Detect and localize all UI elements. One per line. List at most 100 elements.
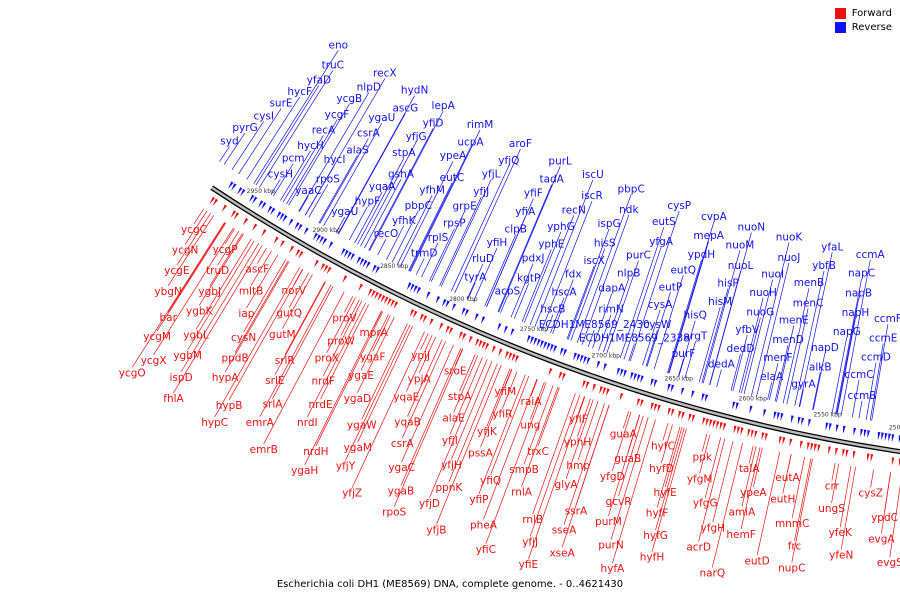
forward-gene-mark (367, 288, 373, 297)
gene-spoke (308, 184, 329, 218)
gene-label: yfiD (423, 117, 444, 129)
scale-tick-label: 2750 kbp (520, 326, 548, 333)
forward-gene-mark (377, 293, 383, 302)
forward-gene-mark (754, 430, 758, 439)
gene-spoke (704, 437, 722, 498)
gene-label: ung (520, 419, 540, 431)
gene-label: hyfF (646, 507, 669, 519)
gene-label: napH (842, 307, 870, 319)
gene-spoke (408, 182, 453, 271)
gene-spoke (420, 333, 429, 350)
reverse-gene-mark (735, 402, 739, 411)
gene-label: srlA (263, 399, 284, 411)
gene-spoke (865, 362, 877, 420)
gene-label: cysN (231, 332, 256, 344)
gene-label: dapA (598, 283, 626, 295)
gene-spoke (483, 379, 538, 520)
reverse-gene-mark (526, 335, 531, 344)
gene-label: ppdB (221, 353, 248, 365)
scale-tick-label: 2500 kbp (889, 425, 900, 432)
gene-label: yfgH (701, 522, 725, 534)
gene-label: yqaE (393, 392, 419, 404)
gene-label: raiA (521, 396, 543, 408)
reverse-gene-mark (480, 316, 486, 325)
gene-spoke (831, 336, 848, 414)
gene-label: cvpA (701, 211, 728, 223)
gene-label: ygaH (291, 465, 318, 477)
forward-gene-mark (723, 422, 727, 432)
gene-label: ccmE (869, 333, 897, 345)
reverse-gene-mark (539, 340, 545, 349)
reverse-gene-mark (573, 352, 578, 361)
gene-label: ycgB (336, 93, 362, 105)
forward-gene-mark (514, 355, 520, 364)
forward-gene-mark (653, 403, 658, 412)
gene-labels: sydpyrGcysIsurEhycFyfaDtruCenocysHpcmhyc… (119, 39, 900, 579)
gene-label: ascG (392, 102, 418, 114)
forward-gene-mark (891, 457, 895, 466)
forward-gene-mark (733, 425, 737, 434)
gene-spoke (629, 210, 680, 362)
gene-spoke (839, 465, 852, 527)
forward-gene-mark (429, 318, 434, 327)
gene-spoke (360, 314, 389, 371)
gene-spoke (608, 414, 641, 517)
scale-tick-label: 2550 kbp (813, 412, 841, 419)
gene-label: hyfD (649, 463, 674, 475)
forward-gene-mark (374, 291, 380, 300)
gene-spoke (662, 423, 669, 441)
reverse-gene-mark (603, 363, 608, 372)
forward-gene-mark (320, 263, 326, 271)
gene-spoke (871, 324, 889, 421)
gene-label: recO (374, 228, 399, 240)
gene-label: hisS (594, 238, 616, 250)
gene-spoke (578, 396, 585, 414)
gene-spoke (357, 325, 413, 442)
gene-label: eutP (659, 281, 683, 293)
gene-spoke (322, 300, 363, 376)
gene-spoke (858, 400, 863, 419)
gene-spoke (253, 50, 339, 185)
gene-spoke (598, 314, 612, 351)
gene-spoke (497, 184, 553, 312)
gene-spoke (510, 263, 534, 318)
gene-label: iap (238, 308, 254, 320)
gene-spoke (369, 110, 444, 252)
gene-label: frc (788, 541, 802, 553)
gene-spoke (851, 379, 860, 418)
gene-label: alaS (346, 144, 369, 156)
forward-gene-mark (289, 245, 295, 254)
gene-spoke (415, 258, 425, 275)
reverse-gene-mark (583, 356, 588, 365)
forward-gene-mark (481, 341, 487, 350)
reverse-gene-mark (350, 253, 356, 261)
gene-spoke (668, 221, 715, 374)
gene-spoke (653, 275, 684, 369)
forward-gene-mark (468, 335, 473, 344)
gene-label: hisQ (684, 310, 707, 322)
forward-gene-mark (458, 331, 464, 340)
forward-gene-mark (657, 404, 661, 413)
gene-spoke (429, 228, 455, 282)
scale-tick-label: 2850 kbp (380, 263, 408, 270)
gene-label: yfiE (519, 559, 538, 571)
forward-gene-mark (233, 212, 240, 220)
forward-gene-mark (326, 266, 332, 275)
gene-label: ygbM (173, 350, 202, 362)
reverse-gene-mark (749, 405, 753, 414)
gene-label: menF (763, 352, 792, 364)
forward-gene-mark (261, 229, 267, 237)
reverse-gene-mark (413, 285, 418, 294)
gene-spoke (812, 372, 821, 410)
gene-spoke (255, 85, 320, 186)
reverse-gene-mark (328, 241, 334, 250)
gene-label: norV (281, 285, 306, 297)
gene-spoke (836, 318, 856, 415)
gene-label: mprA (360, 327, 389, 339)
forward-gene-mark (380, 294, 386, 303)
gene-label: guaA (610, 428, 638, 440)
gene-spoke (480, 369, 512, 448)
legend-reverse-label: Reverse (851, 21, 892, 33)
backbone-inner (211, 186, 900, 453)
gene-spoke (298, 92, 370, 212)
